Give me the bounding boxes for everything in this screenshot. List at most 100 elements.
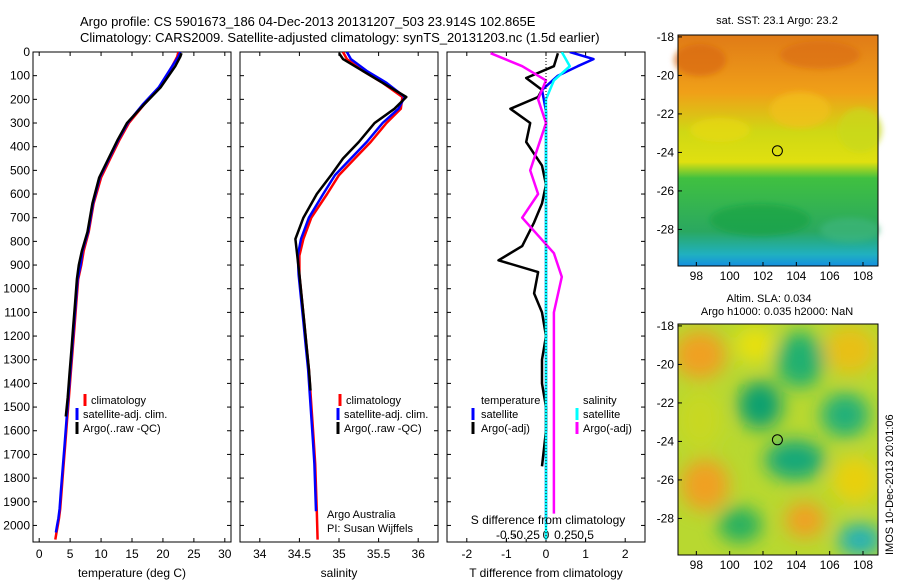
y-tick-label: 500 — [10, 163, 30, 177]
salinity-panel — [239, 51, 439, 543]
map-y-tick-label: -26 — [657, 184, 675, 198]
map-y-tick-label: -20 — [657, 357, 675, 371]
map-x-tick-label: 106 — [820, 269, 840, 283]
map-x-tick-label: 102 — [753, 558, 773, 572]
legend-label-climatology: climatology — [91, 395, 147, 407]
y-tick-label: 400 — [10, 140, 30, 154]
sla-eddy — [824, 326, 876, 374]
y-tick-label: 600 — [10, 187, 30, 201]
y-tick-label: 100 — [10, 69, 30, 83]
sla-eddy — [678, 390, 722, 450]
y-tick-label: 1300 — [3, 353, 30, 367]
y-tick-label: 2000 — [3, 518, 30, 532]
x-tick-label: 0 — [543, 547, 550, 561]
legend-label-s-satellite: satellite — [583, 409, 620, 421]
y-tick-label: 1600 — [3, 424, 30, 438]
map-y-tick-label: -24 — [657, 145, 675, 159]
x-tick-label-top: -0.5 — [496, 528, 517, 542]
map-x-tick-label: 100 — [720, 558, 740, 572]
axis-ticks: 0 5 10 15 20 25 300100200300400500600700800900… — [3, 45, 645, 561]
x-tick-label: 2 — [622, 547, 629, 561]
legend-label-t-satellite: satellite — [481, 409, 518, 421]
y-tick-label: 1700 — [3, 447, 30, 461]
map-y-tick-label: -26 — [657, 473, 675, 487]
sst-feature — [710, 204, 810, 236]
legend-label-satellite: satellite-adj. clim. — [83, 409, 167, 421]
argo-position-marker — [771, 434, 783, 446]
sla-eddy — [785, 502, 825, 538]
legend-label-climatology: climatology — [346, 395, 402, 407]
sla-map-title-2: Argo h1000: 0.035 h2000: NaN — [701, 306, 853, 318]
series-line-satellite — [544, 52, 572, 540]
x-tick-label: 15 — [125, 547, 139, 561]
x-tick-label: 36 — [412, 547, 426, 561]
x-tick-label: -1 — [501, 547, 512, 561]
annotation-pi: PI: Susan Wijffels — [327, 523, 413, 535]
map-x-tick-label: 98 — [690, 269, 704, 283]
y-tick-label: 300 — [10, 116, 30, 130]
map-x-tick-label: 98 — [690, 558, 704, 572]
y-tick-label: 900 — [10, 258, 30, 272]
map-y-tick-label: -28 — [657, 511, 675, 525]
y-tick-label: 700 — [10, 211, 30, 225]
x-tick-label-top: 0.5 — [577, 528, 594, 542]
map-x-tick-label: 108 — [853, 558, 873, 572]
sst-feature — [838, 108, 882, 152]
difference-xlabel: T difference from climatology — [469, 566, 623, 580]
map-y-tick-label: -28 — [657, 222, 675, 236]
y-tick-label: 1200 — [3, 329, 30, 343]
x-tick-label: 34.5 — [288, 547, 312, 561]
sla-eddy — [718, 507, 762, 543]
map-x-tick-label: 106 — [820, 558, 840, 572]
y-tick-label: 1400 — [3, 376, 30, 390]
sla-eddy — [738, 381, 782, 429]
sst-map-frame — [677, 34, 879, 267]
legend-label-satellite: satellite-adj. clim. — [344, 409, 428, 421]
legend-title-temperature: temperature — [481, 395, 540, 407]
sst-map-title: sat. SST: 23.1 Argo: 23.2 — [716, 15, 838, 27]
map-x-tick-label: 104 — [786, 558, 806, 572]
map-x-tick-label: 100 — [720, 269, 740, 283]
series-group — [54, 52, 183, 540]
map-axis-ticks: 98 100 102 104 106 108 -18 -20 -22 -24 -26 -28 98 100… — [657, 30, 874, 572]
x-tick-label: 25 — [187, 547, 201, 561]
sla-eddy — [678, 331, 726, 379]
x-tick-label-top: -0.25 — [513, 528, 541, 542]
temperature-legend: climatology satellite-adj. clim. Argo(..… — [75, 394, 167, 435]
legend-title-salinity: salinity — [583, 395, 617, 407]
sst-feature — [690, 118, 750, 142]
x-tick-label: 20 — [156, 547, 170, 561]
sla-eddy — [831, 456, 878, 504]
sla-map-frame — [677, 323, 879, 556]
legend-label-argo: Argo(..raw -QC) — [83, 423, 161, 435]
sla-eddy — [838, 524, 878, 555]
map-y-tick-label: -22 — [657, 107, 675, 121]
sst-map-texture — [674, 41, 882, 242]
map-y-tick-label: -22 — [657, 396, 675, 410]
y-tick-label: 1500 — [3, 400, 30, 414]
sla-map-title-1: Altim. SLA: 0.034 — [727, 293, 812, 305]
map-x-tick-label: 102 — [753, 269, 773, 283]
series-line-argo--adj- — [490, 52, 564, 514]
sla-map-texture — [678, 326, 878, 555]
x-tick-label: 35 — [332, 547, 346, 561]
map-y-tick-label: -24 — [657, 434, 675, 448]
x-tick-label: 0 — [36, 547, 43, 561]
header-line-2: Climatology: CARS2009. Satellite-adjuste… — [80, 30, 600, 45]
difference-xlabel-top: S difference from climatology — [471, 513, 626, 527]
x-tick-label-top: 0.25 — [554, 528, 578, 542]
difference-legend-temperature: temperature satellite Argo(-adj) — [471, 395, 540, 435]
annotation-argo-australia: Argo Australia — [327, 509, 396, 521]
sla-eddy — [735, 327, 775, 363]
salinity-legend: climatology satellite-adj. clim. Argo(..… — [327, 394, 428, 535]
map-y-tick-label: -18 — [657, 319, 675, 333]
series-line-argo---raw--qc- — [64, 52, 183, 417]
y-tick-label: 800 — [10, 234, 30, 248]
legend-label-s-argo: Argo(-adj) — [583, 423, 632, 435]
legend-label-t-argo: Argo(-adj) — [481, 423, 530, 435]
legend-label-argo: Argo(..raw -QC) — [344, 423, 422, 435]
sla-map — [677, 323, 879, 556]
sst-feature — [770, 92, 830, 128]
salinity-xlabel: salinity — [321, 566, 358, 580]
